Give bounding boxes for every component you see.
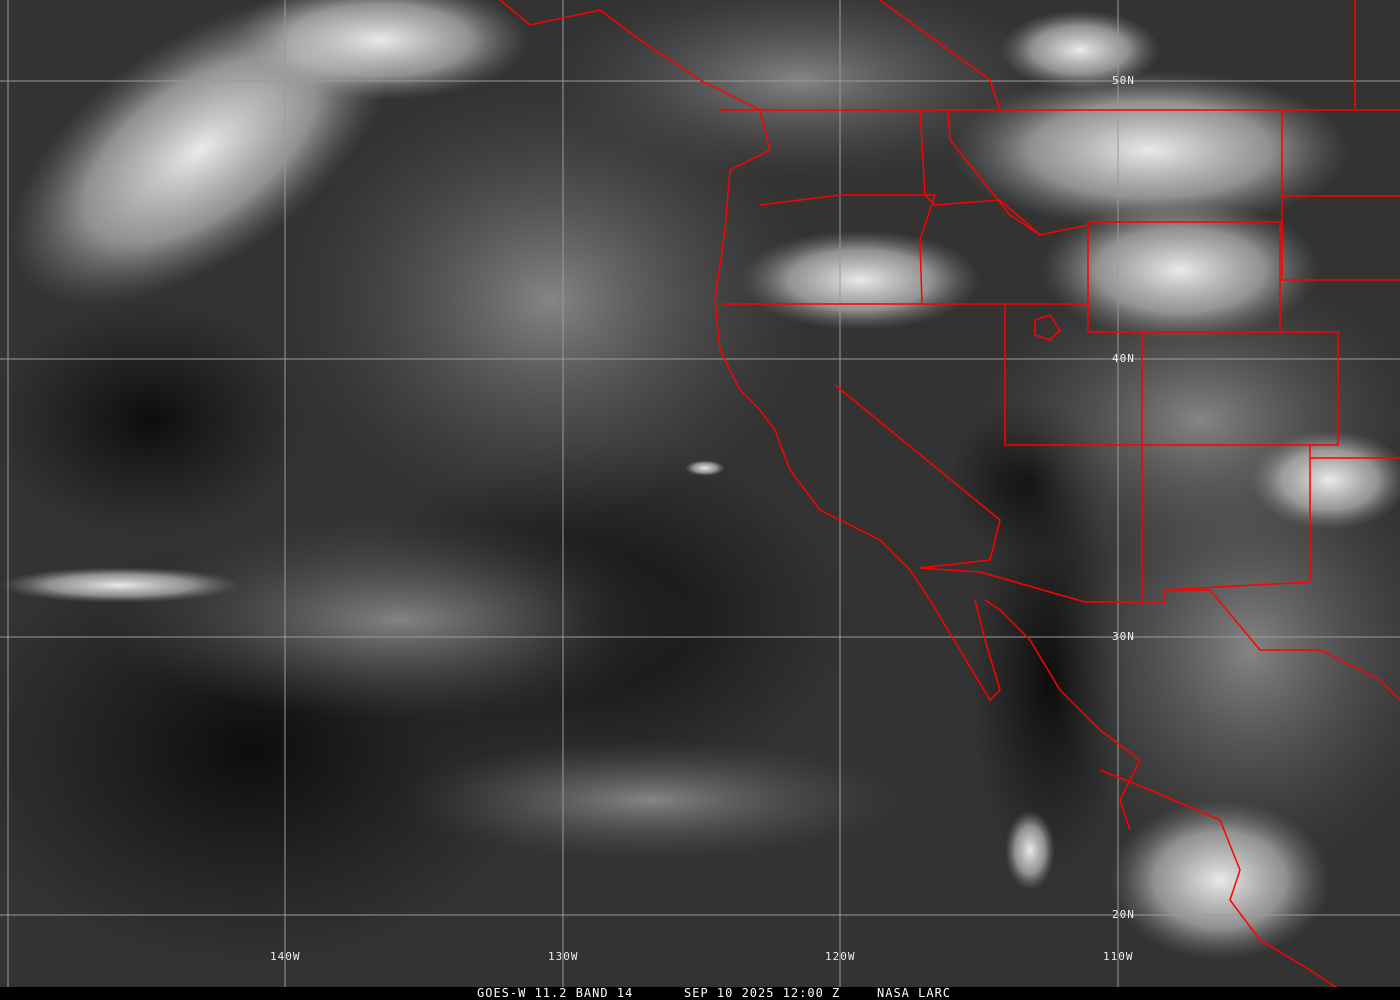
lat-label-20n: 20N <box>1112 908 1135 921</box>
lon-label-110w: 110W <box>1103 950 1134 963</box>
caption-datetime: SEP 10 2025 12:00 Z <box>684 986 841 1000</box>
caption-bar: GOES-W 11.2 BAND 14 SEP 10 2025 12:00 Z … <box>0 987 1400 1000</box>
lon-label-130w: 130W <box>548 950 579 963</box>
lon-label-140w: 140W <box>270 950 301 963</box>
mexico-west-coast <box>1099 769 1341 991</box>
idaho-border <box>919 109 1089 236</box>
lon-label-120w: 120W <box>825 950 856 963</box>
political-boundaries <box>499 0 1400 991</box>
lat-label-50n: 50N <box>1112 74 1135 87</box>
baja-east-coast <box>984 599 1141 831</box>
great-salt-lake <box>1034 314 1061 341</box>
mexico-coast <box>1165 589 1400 701</box>
caption-satellite: GOES-W 11.2 BAND 14 <box>477 986 634 1000</box>
north-america-coastline <box>499 0 1001 702</box>
caption-source: NASA LARC <box>877 986 952 1000</box>
lat-label-40n: 40N <box>1112 352 1135 365</box>
lat-label-30n: 30N <box>1112 630 1135 643</box>
canada-border-north <box>879 0 1001 111</box>
us-mexico-border <box>919 567 1311 603</box>
oregon-border <box>759 194 937 305</box>
california-nevada-border <box>834 384 1001 569</box>
mid-level-areas <box>100 0 1400 870</box>
